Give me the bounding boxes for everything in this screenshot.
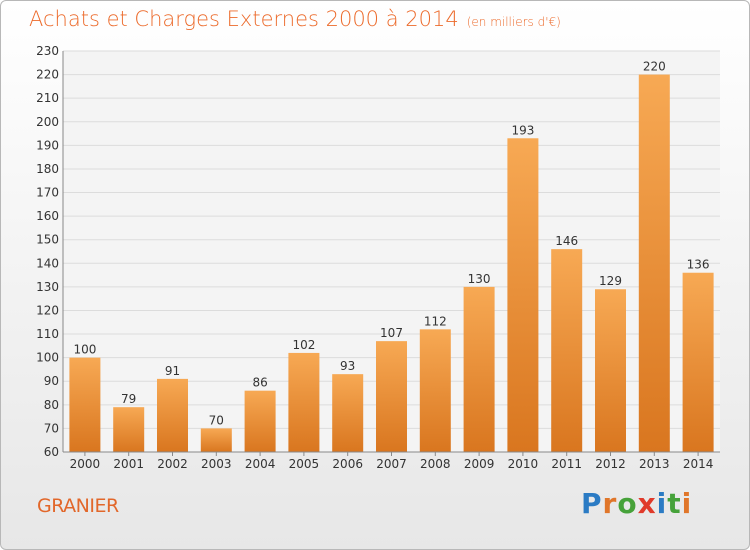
x-tick-label: 2000: [70, 457, 101, 471]
bar-2001: [113, 407, 145, 452]
x-tick-label: 2004: [245, 457, 276, 471]
data-label: 93: [340, 359, 355, 373]
data-label: 146: [555, 234, 578, 248]
x-tick-label: 2010: [508, 457, 539, 471]
y-tick-label: 180: [36, 162, 59, 176]
bar-2011: [551, 249, 583, 452]
y-tick-label: 220: [36, 68, 59, 82]
y-tick-label: 60: [44, 445, 59, 459]
y-tick-label: 140: [36, 256, 59, 270]
bar-2008: [419, 329, 451, 452]
x-tick-label: 2013: [639, 457, 670, 471]
y-tick-label: 110: [36, 327, 59, 341]
y-tick-label: 120: [36, 303, 59, 317]
bar-2012: [595, 289, 626, 452]
axes: 60 70 80 90 100 110 120 130 140 150 160 170 180 190 20…: [36, 44, 720, 471]
y-tick-label: 200: [36, 115, 59, 129]
y-tick-label: 210: [36, 91, 59, 105]
data-label: 70: [209, 413, 224, 427]
x-tick-label: 2009: [464, 457, 495, 471]
data-label: 130: [468, 272, 491, 286]
logo-letter: t: [667, 487, 682, 520]
bar-2013: [638, 74, 670, 453]
chart-title: Achats et Charges Externes 2000 à 2014 (e…: [29, 7, 561, 31]
data-label: 102: [292, 338, 315, 352]
data-label: 220: [643, 60, 666, 74]
data-label: 193: [511, 123, 534, 137]
logo-letter: P: [581, 487, 603, 520]
bar-2014: [682, 272, 714, 452]
x-tick-label: 2001: [113, 457, 144, 471]
x-tick-label: 2003: [201, 457, 232, 471]
bar-2003: [200, 428, 232, 452]
x-tick-label: 2006: [332, 457, 363, 471]
x-tick-label: 2002: [157, 457, 188, 471]
data-label: 86: [252, 376, 267, 390]
bar-2007: [376, 341, 407, 452]
data-label: 79: [121, 392, 136, 406]
bar-2009: [463, 286, 495, 452]
x-tick-label: 2008: [420, 457, 451, 471]
chart-subtitle: (en milliers d'€): [466, 15, 561, 29]
bars: 100 79 91 70 86 102 93 107 112 130 193 146 129 220 136: [69, 60, 714, 453]
y-tick-label: 160: [36, 209, 59, 223]
data-label: 129: [599, 274, 622, 288]
logo-letter: x: [637, 487, 657, 520]
logo-letter: o: [617, 487, 638, 520]
y-tick-label: 150: [36, 233, 59, 247]
x-tick-label: 2005: [289, 457, 320, 471]
data-label: 112: [424, 314, 447, 328]
title-text: Achats et Charges Externes 2000 à 2014: [29, 7, 459, 31]
bar-2004: [244, 390, 276, 452]
data-label: 91: [165, 364, 180, 378]
logo-letter: r: [602, 487, 618, 520]
data-label: 136: [687, 258, 710, 272]
bar-2002: [157, 378, 188, 452]
x-tick-label: 2011: [551, 457, 582, 471]
logo-letter: i: [656, 487, 668, 520]
bar-2010: [507, 138, 539, 452]
y-tick-label: 130: [36, 280, 59, 294]
commune-name: GRANIER: [37, 495, 119, 517]
bar-2005: [288, 352, 320, 452]
y-tick-label: 90: [44, 374, 59, 388]
x-tick-label: 2012: [595, 457, 626, 471]
data-label: 107: [380, 326, 403, 340]
x-tick-label: 2007: [376, 457, 407, 471]
bar-2006: [332, 374, 364, 452]
bar-2000: [69, 357, 101, 452]
x-tick-label: 2014: [683, 457, 714, 471]
y-tick-label: 230: [36, 44, 59, 58]
data-label: 100: [73, 343, 96, 357]
logo-letter: i: [681, 487, 693, 520]
y-tick-label: 170: [36, 186, 59, 200]
y-tick-label: 70: [44, 421, 59, 435]
y-tick-label: 190: [36, 138, 59, 152]
y-tick-label: 80: [44, 398, 59, 412]
y-tick-label: 100: [36, 351, 59, 365]
proxiti-logo[interactable]: Proxiti: [581, 487, 692, 520]
